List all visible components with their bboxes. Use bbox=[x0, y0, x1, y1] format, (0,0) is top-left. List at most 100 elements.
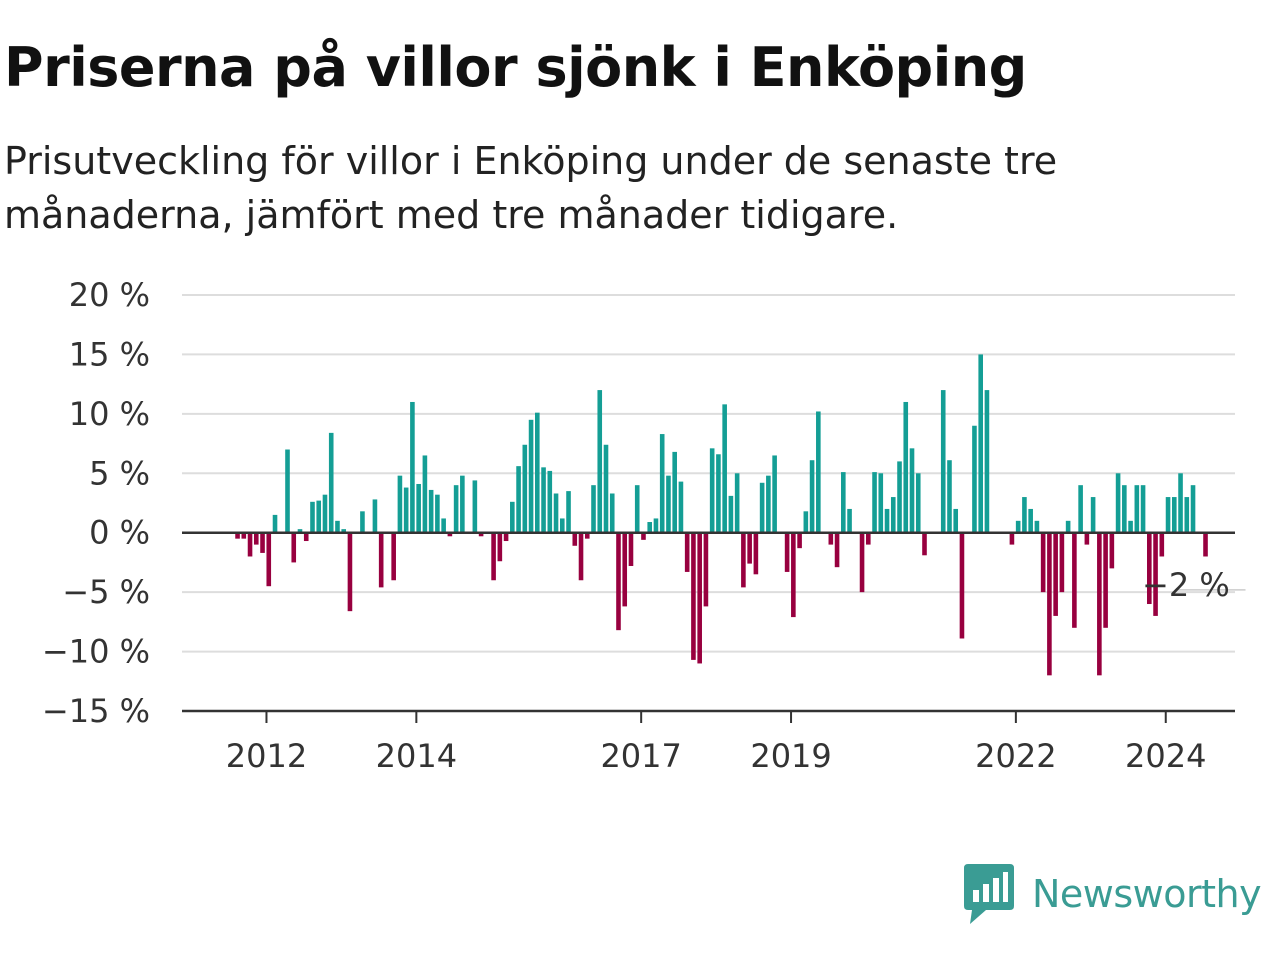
y-tick-label: 15 % bbox=[69, 335, 150, 373]
bar bbox=[497, 532, 503, 562]
bar bbox=[522, 444, 528, 533]
bar bbox=[759, 482, 765, 533]
bar bbox=[709, 448, 715, 533]
bar bbox=[397, 475, 403, 533]
bar bbox=[553, 493, 559, 533]
bar bbox=[566, 491, 571, 533]
bar bbox=[641, 532, 646, 540]
bar bbox=[360, 511, 365, 533]
bar bbox=[1115, 473, 1121, 533]
bar bbox=[253, 532, 259, 545]
bar bbox=[865, 532, 871, 545]
bar bbox=[597, 390, 603, 533]
y-tick-label: 10 % bbox=[69, 395, 150, 433]
bar bbox=[716, 454, 721, 533]
bar bbox=[1022, 497, 1027, 533]
bar bbox=[872, 472, 877, 533]
bar bbox=[672, 451, 677, 533]
bar bbox=[1159, 532, 1165, 557]
bar bbox=[922, 532, 927, 556]
newsworthy-icon bbox=[964, 864, 1014, 924]
bar bbox=[603, 444, 609, 533]
bar bbox=[741, 532, 746, 588]
bar bbox=[378, 532, 384, 588]
bar bbox=[847, 508, 852, 533]
bar bbox=[460, 475, 465, 533]
bar bbox=[628, 532, 634, 566]
bar bbox=[441, 518, 446, 533]
bar bbox=[947, 460, 952, 533]
bar bbox=[428, 489, 434, 533]
bar bbox=[797, 532, 802, 549]
x-tick-label: 2024 bbox=[1125, 737, 1206, 775]
bar bbox=[878, 473, 884, 533]
bar bbox=[453, 485, 459, 533]
bar bbox=[1171, 497, 1177, 533]
y-tick-label: −5 % bbox=[62, 573, 150, 611]
bar bbox=[753, 532, 759, 575]
bar bbox=[491, 532, 496, 581]
bar bbox=[884, 508, 890, 533]
x-tick-label: 2019 bbox=[750, 737, 831, 775]
brand-name: Newsworthy bbox=[1032, 872, 1262, 916]
chart-subtitle: Prisutveckling för villor i Enköping und… bbox=[4, 139, 1058, 237]
bar bbox=[666, 475, 671, 533]
bar bbox=[791, 532, 796, 618]
bar bbox=[435, 494, 440, 533]
bar bbox=[659, 434, 665, 533]
bar bbox=[1047, 532, 1052, 676]
bar bbox=[691, 532, 696, 660]
x-tick-label: 2022 bbox=[975, 737, 1056, 775]
bar bbox=[734, 473, 740, 533]
bar bbox=[1128, 520, 1133, 533]
bar bbox=[1140, 485, 1146, 533]
bar bbox=[1078, 485, 1083, 533]
bar bbox=[541, 467, 546, 533]
axes bbox=[182, 531, 1235, 723]
bar bbox=[1028, 508, 1033, 533]
x-tick-label: 2012 bbox=[226, 737, 307, 775]
bar bbox=[1072, 532, 1077, 628]
bar bbox=[528, 419, 534, 533]
bar bbox=[634, 485, 640, 533]
bar bbox=[1178, 473, 1183, 533]
bar bbox=[890, 497, 896, 533]
bar bbox=[828, 532, 834, 545]
bar bbox=[1059, 532, 1065, 593]
bar bbox=[728, 495, 734, 533]
bar bbox=[959, 532, 965, 639]
bar bbox=[1184, 497, 1190, 533]
bar bbox=[1040, 532, 1046, 593]
bar-chart: 20 %15 %10 %5 %0 %−5 %−10 %−15 % 2012 201… bbox=[42, 276, 1246, 775]
bar bbox=[803, 511, 809, 533]
bar bbox=[591, 485, 596, 533]
bar bbox=[478, 532, 484, 537]
bar bbox=[316, 500, 322, 533]
bar bbox=[584, 532, 590, 539]
bar bbox=[609, 493, 615, 533]
bar bbox=[1153, 532, 1158, 616]
bar bbox=[328, 432, 334, 533]
bar bbox=[403, 487, 409, 533]
bar bbox=[722, 404, 727, 533]
bar bbox=[241, 532, 247, 539]
bar bbox=[772, 455, 777, 533]
bar bbox=[1109, 532, 1115, 569]
bar bbox=[322, 494, 328, 533]
bar bbox=[1147, 532, 1152, 605]
bar bbox=[909, 448, 915, 533]
bar bbox=[1090, 497, 1096, 533]
bar bbox=[616, 532, 621, 631]
bar bbox=[447, 532, 453, 537]
bar bbox=[1165, 497, 1171, 533]
bar bbox=[510, 501, 515, 533]
bar bbox=[1134, 485, 1140, 533]
bar bbox=[516, 466, 521, 533]
bar bbox=[1084, 532, 1090, 545]
bar bbox=[572, 532, 578, 546]
bar bbox=[647, 522, 653, 533]
bar bbox=[578, 532, 584, 581]
bar bbox=[1103, 532, 1108, 628]
y-axis-labels: 20 % 15 % 10 % 5 % 0 % −5 % −10 % −15 % bbox=[42, 276, 150, 730]
bar bbox=[1065, 520, 1071, 533]
